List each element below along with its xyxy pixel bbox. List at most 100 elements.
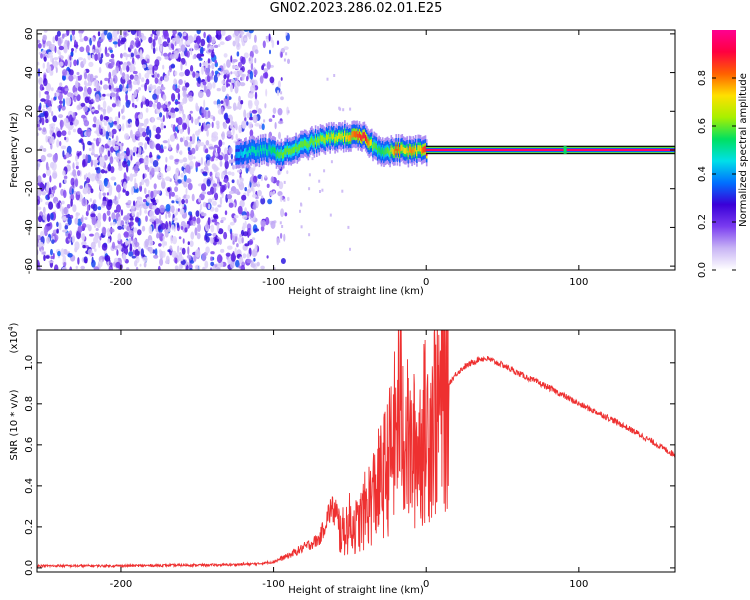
noise-speckle	[131, 102, 135, 108]
noise-speckle	[167, 187, 171, 193]
noise-speckle	[138, 146, 142, 155]
noise-speckle	[70, 34, 73, 42]
noise-speckle	[131, 210, 136, 217]
signal-segment	[317, 136, 319, 143]
signal-segment	[294, 146, 296, 153]
spectrogram-x-ticks: -200 -100 0 100	[110, 30, 588, 288]
signal-segment	[380, 149, 383, 156]
noise-speckle	[131, 173, 137, 178]
noise-speckle	[249, 70, 254, 80]
noise-speckle	[190, 231, 195, 240]
signal-segment	[286, 145, 289, 153]
noise-speckle	[128, 251, 134, 257]
noise-speckle	[167, 37, 171, 44]
noise-dot	[278, 239, 281, 243]
y-tick-label: 0.0	[24, 560, 35, 576]
noise-speckle	[209, 267, 213, 270]
noise-speckle	[238, 69, 243, 75]
noise-speckle	[249, 129, 254, 138]
noise-speckle	[69, 55, 72, 61]
signal-segment	[358, 131, 361, 138]
noise-speckle	[96, 119, 100, 125]
noise-speckle	[64, 59, 68, 67]
noise-speckle	[118, 192, 121, 200]
noise-speckle	[159, 204, 165, 213]
signal-segment	[405, 148, 407, 155]
noise-dot	[341, 189, 344, 193]
signal-segment	[397, 144, 400, 151]
noise-speckle	[154, 72, 158, 80]
signal-segment	[401, 144, 404, 151]
y-tick-label: 0.6	[24, 437, 35, 453]
noise-speckle	[98, 124, 101, 133]
noise-speckle	[203, 99, 206, 108]
signal-segment	[334, 137, 336, 144]
noise-speckle	[72, 204, 77, 213]
noise-speckle	[55, 234, 59, 241]
noise-speckle	[37, 241, 44, 247]
noise-speckle	[235, 259, 240, 268]
noise-speckle	[206, 191, 213, 196]
signal-segment	[339, 132, 341, 139]
noise-speckle	[152, 47, 156, 54]
noise-speckle	[129, 221, 134, 227]
noise-speckle	[167, 138, 170, 146]
noise-speckle	[224, 178, 228, 183]
noise-speckle	[189, 260, 194, 264]
noise-speckle	[234, 66, 240, 69]
noise-speckle	[132, 238, 137, 243]
signal-segment	[305, 140, 307, 147]
noise-speckle	[189, 136, 193, 142]
signal-segment	[395, 144, 397, 151]
noise-speckle	[268, 118, 273, 122]
noise-speckle	[187, 241, 190, 246]
noise-speckle	[278, 120, 284, 125]
noise-speckle	[52, 36, 56, 44]
noise-speckle	[60, 145, 67, 150]
noise-speckle	[217, 146, 221, 154]
noise-speckle	[84, 258, 88, 264]
noise-speckle	[193, 255, 197, 262]
noise-speckle	[167, 70, 170, 77]
signal-segment	[353, 130, 356, 138]
noise-speckle	[283, 46, 289, 50]
noise-speckle	[230, 78, 235, 84]
noise-speckle	[158, 243, 162, 247]
noise-speckle	[180, 62, 183, 71]
noise-speckle	[95, 93, 100, 103]
noise-dot	[319, 190, 321, 193]
noise-speckle	[250, 62, 254, 71]
noise-speckle	[264, 71, 269, 79]
x-tick-label: -200	[110, 579, 133, 590]
noise-speckle	[80, 217, 83, 223]
signal-segment	[255, 150, 257, 157]
noise-speckle	[77, 257, 80, 265]
noise-dot	[261, 195, 264, 199]
signal-segment	[368, 141, 371, 148]
noise-speckle	[37, 189, 42, 197]
noise-speckle	[157, 155, 161, 160]
snr-frame	[36, 329, 676, 573]
snr-series-line	[37, 330, 675, 569]
noise-speckle	[260, 176, 263, 182]
noise-speckle	[195, 210, 200, 218]
noise-speckle	[46, 40, 52, 47]
noise-speckle	[88, 147, 92, 152]
noise-speckle	[61, 215, 67, 220]
signal-segment	[298, 144, 301, 151]
noise-speckle	[115, 98, 120, 107]
signal-segment	[373, 142, 375, 149]
noise-speckle	[106, 192, 109, 196]
noise-speckle	[120, 152, 126, 157]
noise-speckle	[92, 123, 97, 128]
noise-speckle	[145, 98, 150, 107]
signal-segment	[386, 147, 389, 154]
signal-segment	[259, 145, 262, 152]
noise-speckle	[37, 116, 40, 122]
noise-speckle	[249, 167, 255, 175]
noise-speckle	[61, 33, 65, 39]
noise-speckle	[80, 102, 86, 107]
noise-speckle	[116, 88, 121, 93]
noise-speckle	[226, 194, 233, 200]
noise-speckle	[257, 189, 262, 197]
